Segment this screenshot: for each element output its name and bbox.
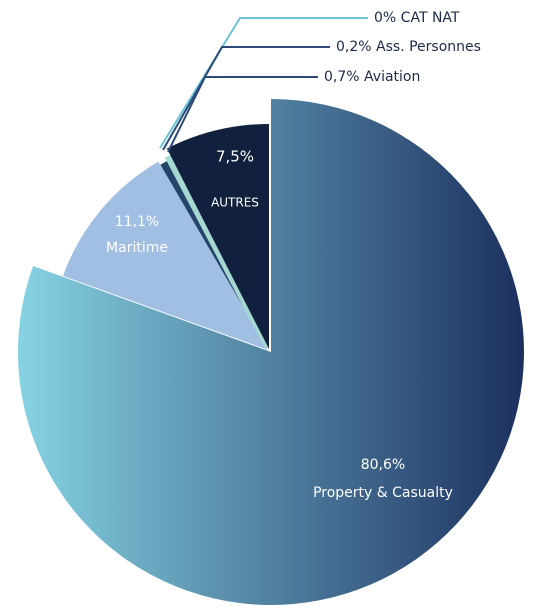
slice-category-label: CAT NAT bbox=[401, 10, 460, 26]
slice-value-label: 11,1% bbox=[115, 214, 159, 230]
slice-value-label: 7,5% bbox=[216, 148, 254, 166]
pie-slice bbox=[169, 157, 267, 348]
leader-line bbox=[159, 17, 368, 149]
slice-value-label: 80,6% bbox=[361, 457, 405, 473]
slice-value-label: 0,7% bbox=[324, 69, 360, 85]
slice-category-label: AUTRES bbox=[211, 196, 259, 210]
slice-category-label: Maritime bbox=[106, 240, 168, 256]
pie-slice bbox=[166, 124, 269, 349]
leader-line bbox=[167, 76, 318, 153]
slice-category-label: Ass. Personnes bbox=[376, 39, 481, 55]
pie-slice bbox=[17, 99, 524, 605]
slice-category-label: Aviation bbox=[364, 69, 420, 85]
slice-value-label: 0% bbox=[374, 10, 396, 26]
slice-label: 0,2% Ass. Personnes bbox=[336, 39, 481, 55]
pie-slice bbox=[62, 161, 268, 350]
slice-category-label: Property & Casualty bbox=[313, 485, 453, 501]
slice-label: 0,7% Aviation bbox=[324, 69, 420, 85]
pie-slice bbox=[164, 154, 269, 349]
slice-value-label: 0,2% bbox=[336, 39, 372, 55]
slice-label: 0% CAT NAT bbox=[374, 10, 460, 26]
leader-line bbox=[162, 46, 330, 151]
